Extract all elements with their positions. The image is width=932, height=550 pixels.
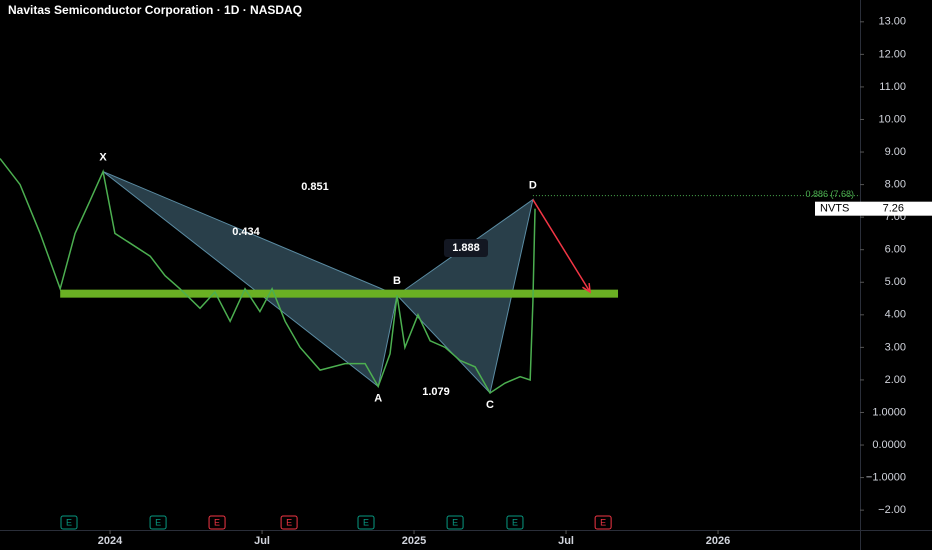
y-tick-label: 10.00 <box>878 113 906 125</box>
earnings-marker <box>357 515 375 530</box>
target-arrow <box>532 199 591 293</box>
ratio-label: 0.434 <box>232 226 260 238</box>
y-tick-label: −2.00 <box>878 504 906 516</box>
earnings-label: E <box>155 517 161 527</box>
earnings-label: E <box>512 517 518 527</box>
pattern-point-label: B <box>393 275 401 287</box>
pattern-point-label: X <box>99 151 107 163</box>
earnings-label: E <box>286 517 292 527</box>
support-line <box>60 289 619 298</box>
x-tick-label: 2025 <box>402 535 426 547</box>
last-price-label: 7.26 <box>883 203 904 215</box>
earnings-label: E <box>600 517 606 527</box>
x-tick-label: 2024 <box>98 535 123 547</box>
y-tick-label: 12.00 <box>878 48 906 60</box>
pattern-point-label: A <box>374 392 382 404</box>
ratio-box <box>444 239 488 257</box>
chart-title: Navitas Semiconductor Corporation · 1D ·… <box>8 3 302 17</box>
y-tick-label: 8.00 <box>885 178 906 190</box>
ratio-label: 1.888 <box>452 242 480 254</box>
earnings-marker <box>60 515 78 530</box>
earnings-label: E <box>452 517 458 527</box>
price-line <box>0 158 536 395</box>
ratio-label: 1.079 <box>422 386 450 398</box>
fib-label: 0.886 (7.68) <box>805 189 854 199</box>
earnings-label: E <box>214 517 220 527</box>
y-tick-label: 9.00 <box>885 146 906 158</box>
earnings-label: E <box>363 517 369 527</box>
pattern-point-label: C <box>486 399 494 411</box>
y-tick-label: 2.00 <box>885 374 906 386</box>
y-tick-label: 0.0000 <box>872 439 906 451</box>
x-tick-label: Jul <box>254 535 270 547</box>
last-price-symbol: NVTS <box>820 203 849 215</box>
y-tick-label: 5.00 <box>885 276 906 288</box>
earnings-marker <box>446 515 464 530</box>
pattern-point-label: D <box>529 179 537 191</box>
y-tick-label: 11.00 <box>879 81 906 93</box>
ratio-label: 0.851 <box>301 181 329 193</box>
y-tick-label: 3.00 <box>885 341 906 353</box>
y-tick-label: 6.00 <box>885 244 906 256</box>
y-tick-label: 4.00 <box>885 309 906 321</box>
earnings-marker <box>280 515 298 530</box>
pattern-triangle <box>102 171 398 388</box>
y-tick-label: 13.00 <box>878 16 906 28</box>
y-tick-label: 1.0000 <box>872 406 906 418</box>
earnings-marker <box>594 515 612 530</box>
y-tick-label: −1.0000 <box>866 471 906 483</box>
target-arrowhead <box>582 282 591 294</box>
earnings-marker <box>208 515 226 530</box>
x-tick-label: 2026 <box>706 535 730 547</box>
earnings-label: E <box>66 517 72 527</box>
earnings-marker <box>506 515 524 530</box>
last-price-box <box>815 201 932 216</box>
earnings-marker <box>149 515 167 530</box>
x-tick-label: Jul <box>558 535 574 547</box>
